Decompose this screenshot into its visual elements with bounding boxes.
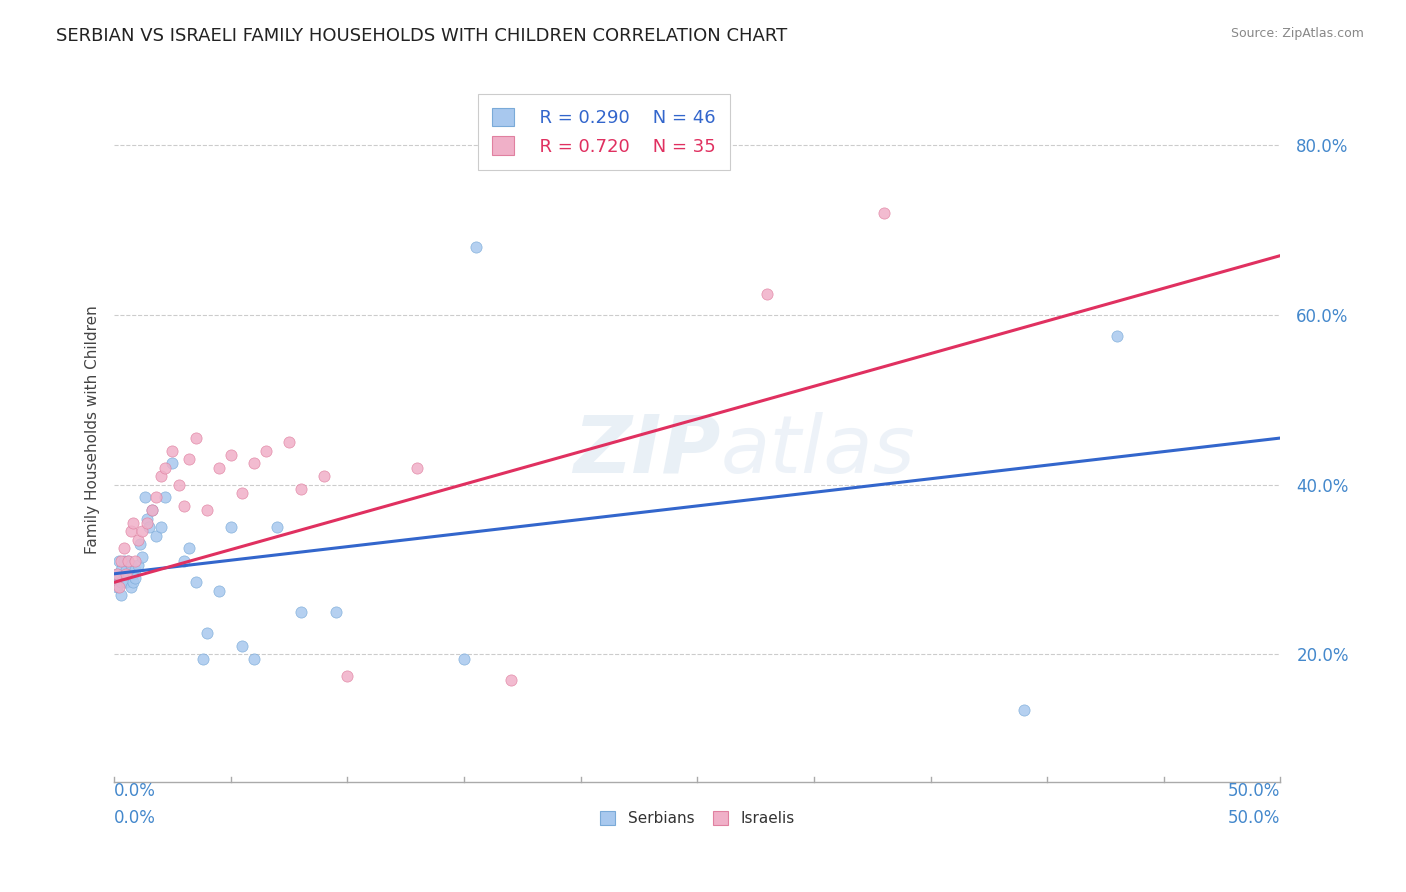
Point xyxy=(1012,702,1035,716)
Point xyxy=(110,563,132,577)
Point xyxy=(105,566,128,581)
Point xyxy=(128,537,150,551)
Point xyxy=(499,673,522,687)
Point xyxy=(138,520,160,534)
Point xyxy=(135,511,157,525)
Point xyxy=(873,206,896,220)
Point xyxy=(464,240,486,254)
Point xyxy=(278,435,301,450)
Point xyxy=(453,651,475,665)
Point xyxy=(208,583,231,598)
Point xyxy=(149,520,172,534)
Point xyxy=(141,503,163,517)
Point xyxy=(243,457,266,471)
Point xyxy=(173,554,195,568)
Point xyxy=(121,575,143,590)
Text: Source: ZipAtlas.com: Source: ZipAtlas.com xyxy=(1230,27,1364,40)
Text: 0.0%: 0.0% xyxy=(114,809,156,828)
Point xyxy=(290,482,312,496)
Point xyxy=(406,460,429,475)
Point xyxy=(290,605,312,619)
Text: SERBIAN VS ISRAELI FAMILY HOUSEHOLDS WITH CHILDREN CORRELATION CHART: SERBIAN VS ISRAELI FAMILY HOUSEHOLDS WIT… xyxy=(56,27,787,45)
Text: 50.0%: 50.0% xyxy=(1227,809,1281,828)
Point xyxy=(325,605,347,619)
Point xyxy=(115,563,138,577)
Point xyxy=(117,566,139,581)
Point xyxy=(120,524,142,539)
Point xyxy=(177,452,200,467)
Point xyxy=(124,563,146,577)
Point xyxy=(105,580,128,594)
Point xyxy=(134,491,156,505)
Point xyxy=(336,668,359,682)
Point xyxy=(162,443,184,458)
Point xyxy=(124,571,146,585)
Point xyxy=(756,286,779,301)
Point xyxy=(155,460,177,475)
Point xyxy=(184,575,207,590)
Point xyxy=(145,491,167,505)
Point xyxy=(135,516,157,530)
Point xyxy=(173,499,195,513)
Point xyxy=(131,524,153,539)
Point xyxy=(197,626,219,640)
Point xyxy=(115,566,138,581)
Point xyxy=(231,486,253,500)
Point xyxy=(127,558,149,573)
Point xyxy=(121,566,143,581)
Point xyxy=(108,571,131,585)
Text: ZIP: ZIP xyxy=(574,412,721,490)
Point xyxy=(108,580,131,594)
Point xyxy=(208,460,231,475)
Point xyxy=(219,520,242,534)
Point xyxy=(112,554,135,568)
Point xyxy=(131,549,153,564)
Point xyxy=(149,469,172,483)
Point xyxy=(110,588,132,602)
Point xyxy=(112,541,135,556)
Point xyxy=(117,554,139,568)
Legend: Serbians, Israelis: Serbians, Israelis xyxy=(592,804,801,834)
Point xyxy=(141,503,163,517)
Point xyxy=(115,575,138,590)
Point xyxy=(177,541,200,556)
Point xyxy=(162,457,184,471)
Point xyxy=(110,575,132,590)
Point xyxy=(117,554,139,568)
Point xyxy=(266,520,288,534)
Point xyxy=(121,516,143,530)
Point xyxy=(127,533,149,547)
Text: atlas: atlas xyxy=(721,412,915,490)
Point xyxy=(169,477,191,491)
Point xyxy=(105,566,128,581)
Y-axis label: Family Households with Children: Family Households with Children xyxy=(86,305,100,554)
Text: 50.0%: 50.0% xyxy=(1227,781,1281,799)
Point xyxy=(108,554,131,568)
Point xyxy=(155,491,177,505)
Point xyxy=(231,639,253,653)
Point xyxy=(197,503,219,517)
Point xyxy=(145,528,167,542)
Point xyxy=(120,580,142,594)
Point xyxy=(191,651,214,665)
Point xyxy=(314,469,336,483)
Point xyxy=(254,443,277,458)
Point xyxy=(184,431,207,445)
Point xyxy=(110,554,132,568)
Point xyxy=(219,448,242,462)
Point xyxy=(1107,329,1129,343)
Point xyxy=(124,554,146,568)
Point xyxy=(120,558,142,573)
Point xyxy=(243,651,266,665)
Point xyxy=(112,566,135,581)
Text: 0.0%: 0.0% xyxy=(114,781,156,799)
